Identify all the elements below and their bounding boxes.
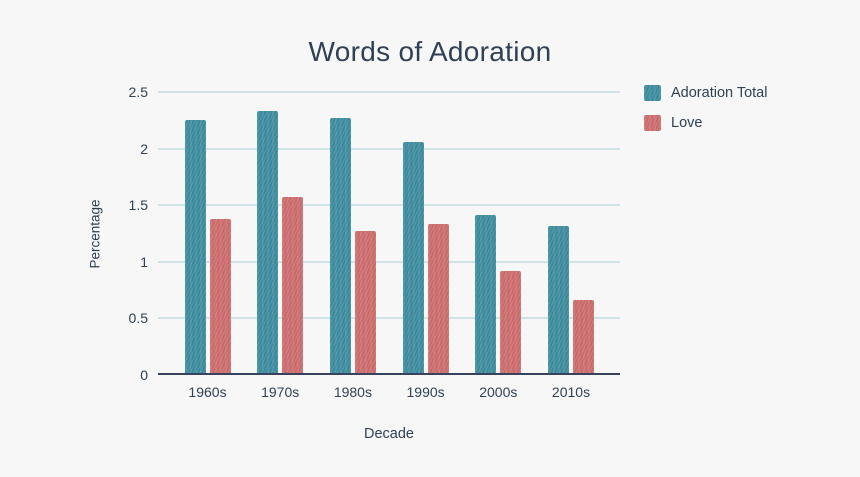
x-axis-title: Decade — [364, 426, 414, 442]
legend-label: Adoration Total — [671, 85, 768, 101]
gridline — [158, 147, 620, 150]
bar-adoration-total-2010s — [548, 225, 569, 375]
x-tick-label: 1970s — [261, 384, 300, 400]
bar-love-1980s — [354, 231, 376, 375]
bar-love-2010s — [573, 300, 594, 375]
x-tick-label: 1960s — [188, 384, 227, 400]
legend-swatch-adoration-total — [644, 85, 661, 101]
bar-adoration-total-2000s — [475, 215, 497, 375]
y-tick-label: 0 — [140, 367, 148, 383]
bar-love-2000s — [500, 270, 522, 375]
x-tick-label: 2000s — [479, 384, 518, 400]
bar-adoration-total-1970s — [257, 111, 279, 375]
legend-item-adoration-total: Adoration Total — [644, 85, 767, 101]
plot-area — [158, 91, 620, 375]
legend-label: Love — [671, 115, 703, 131]
bar-love-1990s — [427, 224, 449, 375]
bar-love-1970s — [282, 197, 304, 375]
bar-adoration-total-1980s — [329, 118, 351, 375]
bar-adoration-total-1990s — [402, 141, 424, 375]
y-axis-ticks: 0 0.5 1 1.5 2 2.5 — [0, 84, 148, 383]
gridline — [158, 204, 620, 207]
x-tick-label: 1980s — [333, 384, 372, 400]
x-axis-line — [158, 373, 620, 375]
y-tick-label: 2 — [140, 140, 148, 157]
x-axis-ticks: 1960s 1970s 1980s 1990s 2000s 2010s — [158, 384, 620, 404]
chart-title: Words of Adoration — [308, 36, 552, 67]
bar-love-1960s — [209, 218, 231, 375]
legend-swatch-love — [644, 115, 661, 131]
legend: Adoration Total Love — [644, 85, 767, 131]
y-tick-label: 2.5 — [128, 84, 148, 100]
legend-item-love: Love — [644, 115, 767, 131]
x-tick-label: 2010s — [551, 384, 591, 400]
y-tick-label: 1.5 — [128, 197, 148, 214]
gridline — [158, 317, 620, 320]
y-tick-label: 1 — [140, 253, 148, 270]
y-tick-label: 0.5 — [128, 310, 148, 327]
gridline — [158, 91, 620, 93]
gridline — [158, 260, 620, 263]
x-tick-label: 1990s — [406, 384, 445, 400]
bar-adoration-total-1960s — [184, 120, 206, 375]
